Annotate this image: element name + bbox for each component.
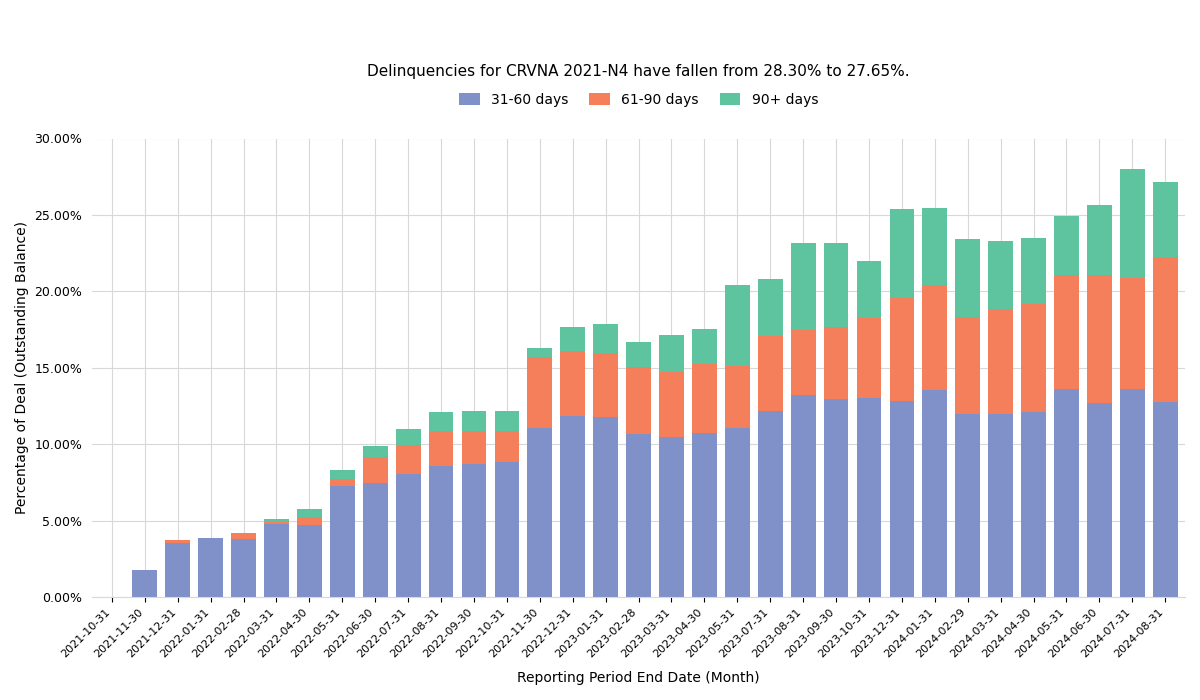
Bar [232,539,256,597]
Bar [330,486,355,597]
Y-axis label: Percentage of Deal (Outstanding Balance): Percentage of Deal (Outstanding Balance) [14,221,29,514]
Bar [791,395,816,597]
Bar [528,348,552,357]
Bar [462,464,486,597]
Bar [264,524,289,597]
Bar [955,317,980,414]
Bar [791,330,816,395]
Bar [462,431,486,464]
Bar [923,390,947,597]
Bar [330,470,355,479]
Bar [889,298,914,401]
Bar [1087,403,1111,597]
Bar [725,285,750,366]
Bar [659,372,684,438]
Legend: 31-60 days, 61-90 days, 90+ days: 31-60 days, 61-90 days, 90+ days [452,86,824,113]
Bar [1120,278,1145,389]
Bar [100,596,125,597]
Bar [1153,402,1177,597]
Bar [823,399,848,597]
Bar [362,446,388,456]
Bar [692,364,716,433]
Bar [1120,169,1145,278]
Bar [758,336,782,411]
Bar [889,401,914,597]
Bar [560,351,586,416]
Bar [692,329,716,364]
Title: Delinquencies for CRVNA 2021-N4 have fallen from 28.30% to 27.65%.: Delinquencies for CRVNA 2021-N4 have fal… [367,64,910,79]
Bar [1054,216,1079,274]
Bar [1054,274,1079,389]
Bar [823,244,848,328]
Bar [758,279,782,336]
Bar [362,456,388,484]
Bar [1054,389,1079,597]
Bar [1021,238,1046,304]
Bar [593,416,618,597]
Bar [298,526,322,597]
Bar [923,208,947,285]
Bar [494,462,520,597]
Bar [428,431,454,466]
Bar [989,241,1013,309]
Bar [494,430,520,462]
Bar [232,533,256,539]
Bar [1087,205,1111,275]
Bar [923,285,947,390]
Bar [428,466,454,597]
Bar [494,412,520,430]
Bar [989,309,1013,414]
Bar [1153,182,1177,257]
Bar [528,357,552,428]
Bar [791,244,816,330]
Bar [396,474,420,597]
Bar [758,411,782,597]
Bar [1120,389,1145,597]
Bar [857,318,881,398]
Bar [1087,275,1111,403]
Bar [198,538,223,597]
Bar [1021,304,1046,412]
Bar [725,366,750,428]
Bar [725,428,750,597]
Bar [362,484,388,597]
Bar [955,239,980,317]
Bar [626,367,650,435]
Bar [264,519,289,522]
Bar [298,517,322,526]
Bar [1153,257,1177,402]
Bar [659,438,684,597]
Bar [132,570,157,597]
Bar [462,412,486,431]
Bar [1021,412,1046,597]
Bar [889,209,914,298]
Bar [857,398,881,597]
Bar [166,543,190,597]
Bar [659,335,684,372]
Bar [560,328,586,351]
Bar [396,445,420,474]
Bar [626,435,650,597]
Bar [823,328,848,399]
Bar [989,414,1013,597]
Bar [396,429,420,445]
X-axis label: Reporting Period End Date (Month): Reporting Period End Date (Month) [517,671,760,685]
Bar [626,342,650,367]
Bar [593,353,618,416]
Bar [692,433,716,597]
Bar [955,414,980,597]
Bar [264,522,289,524]
Bar [593,324,618,353]
Bar [330,479,355,486]
Bar [857,261,881,319]
Bar [428,412,454,431]
Bar [298,510,322,517]
Bar [560,416,586,597]
Bar [528,428,552,597]
Bar [166,540,190,543]
